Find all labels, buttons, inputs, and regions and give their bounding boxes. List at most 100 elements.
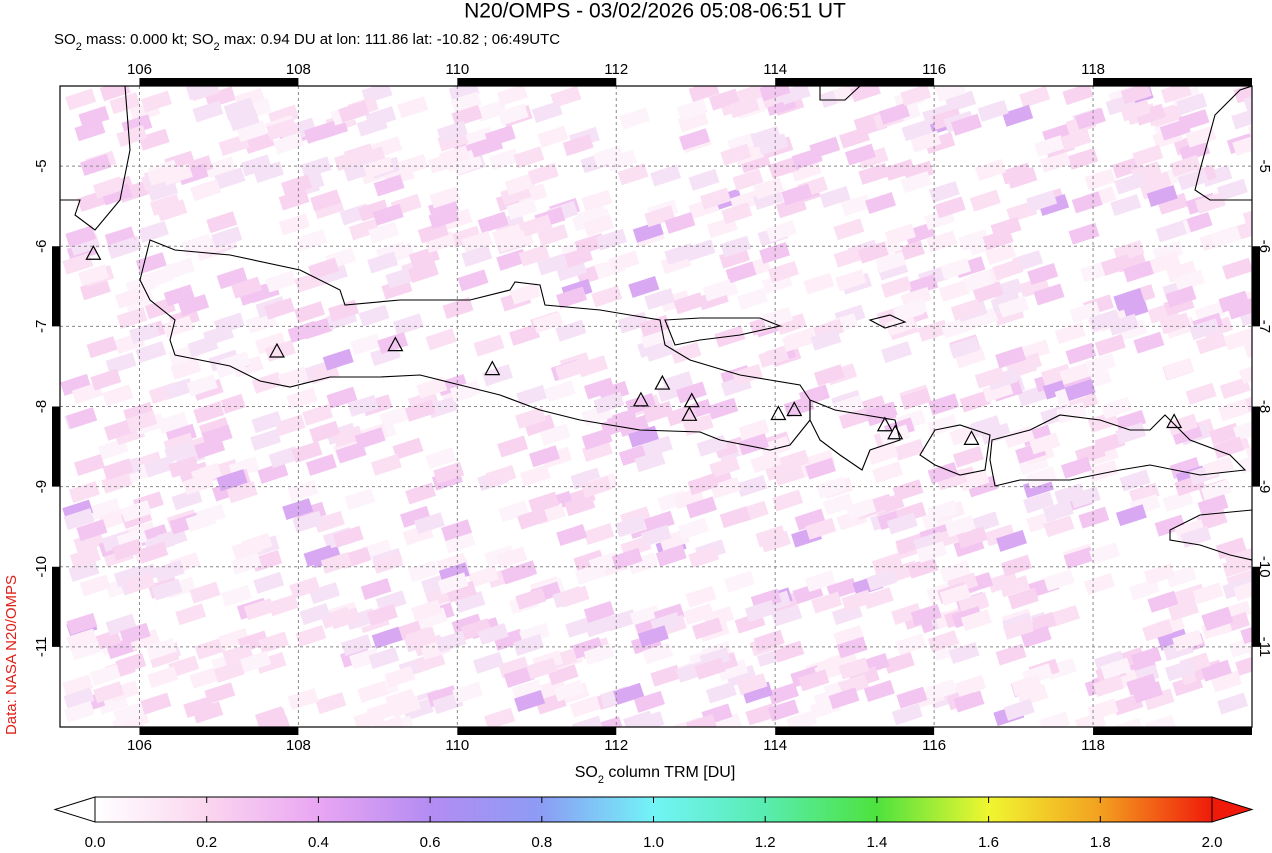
pixel [467,565,499,588]
pixel [328,299,360,322]
pixel [371,626,403,649]
pixel [1113,287,1145,310]
pixel [910,130,942,153]
pixel [1208,422,1240,445]
pixel [287,479,319,502]
pixel [182,473,214,496]
pixel [463,126,495,149]
pixel [516,384,548,407]
pixel [206,211,238,234]
pixel [282,498,314,521]
pixel [1237,452,1252,475]
pixel [781,183,813,206]
pixel [451,104,483,127]
pixel [831,603,863,626]
pixel [498,500,530,523]
pixel [738,419,770,442]
pixel [883,651,915,674]
pixel [932,639,964,662]
pixel [65,88,97,111]
pixel [461,230,493,253]
pixel [938,279,970,302]
pixel [256,707,288,727]
pixel [105,613,137,636]
x-tick-label: 108 [286,737,311,754]
pixel [488,148,520,171]
pixel [1174,583,1206,606]
pixel [581,189,613,212]
pixel [871,552,903,575]
pixel [162,315,194,338]
pixel [836,636,868,659]
pixel [230,552,262,575]
pixel [258,631,290,654]
pixel [1169,155,1201,178]
colorbar-tick-label: 0.0 [85,834,106,851]
pixel [939,560,971,583]
pixel [1217,692,1249,715]
pixel [1172,629,1204,652]
pixel [1133,331,1165,354]
text-part: SO [575,764,598,781]
pixel [1039,150,1071,173]
pixel [619,107,651,130]
coast-sulawesi [1194,86,1252,201]
pixel [194,436,226,459]
pixel [967,307,999,330]
pixel [1126,673,1158,696]
pixel [161,163,193,186]
pixel [79,574,111,597]
pixel [1110,194,1142,217]
frame-band [775,727,935,735]
pixel [901,119,933,142]
pixel [1003,426,1035,449]
pixel [958,469,990,492]
pixel [1071,191,1103,214]
pixel [732,168,764,191]
pixel [222,643,254,666]
pixel [228,109,260,132]
pixel [1210,670,1242,693]
x-tick-label: 108 [286,61,311,78]
pixel [316,263,348,285]
pixel [945,90,977,113]
pixel [1200,659,1232,682]
pixel [397,154,429,176]
pixel [995,346,1027,369]
pixel [186,374,218,397]
pixel [140,692,172,715]
pixel [900,171,932,194]
pixel [109,92,141,115]
pixel [496,86,528,106]
pixel [1078,506,1110,529]
y-tick-label: -10 [33,556,50,578]
pixel [1195,332,1227,355]
pixel [1166,260,1198,283]
pixel [497,435,529,458]
pixel [720,235,752,258]
pixel [539,423,571,446]
pixel [240,154,272,177]
pixel [583,214,615,237]
pixel [741,681,773,704]
pixel [569,695,601,718]
x-tick-label: 118 [1081,61,1105,78]
pixel [771,604,803,627]
pixel [1164,659,1196,682]
pixel [1171,422,1203,445]
pixel [1007,587,1039,610]
pixel [960,609,992,632]
pixel [1119,469,1151,492]
pixel [428,206,460,229]
pixel [762,306,794,329]
y-tick-label: -6 [1256,240,1272,253]
pixel [243,131,275,154]
pixel [411,599,443,622]
pixel [686,496,717,519]
pixel [593,391,625,414]
pixel [424,231,456,254]
pixel [584,615,616,638]
pixel [857,147,889,170]
pixel [728,96,760,119]
pixel [281,174,312,197]
